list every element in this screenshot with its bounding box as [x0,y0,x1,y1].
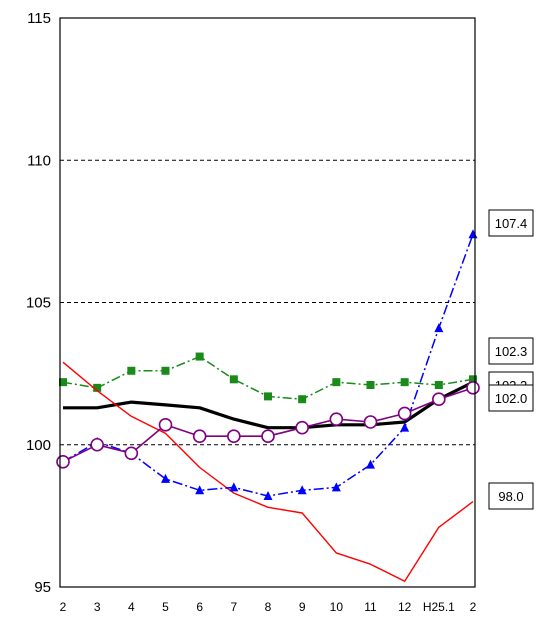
x-tick-label: 2 [60,600,67,614]
data-point [90,437,104,452]
data-point [329,412,344,426]
end-value-label: 102.3 [488,337,534,365]
x-tick-label: 7 [230,600,237,614]
series-group [56,229,480,582]
data-point [332,378,341,387]
x-tick-label: 4 [128,600,135,614]
data-point [469,375,477,384]
data-point [158,418,173,432]
data-point [297,485,307,495]
y-tick-label: 95 [34,579,51,596]
data-point [229,482,239,492]
data-point [434,323,444,333]
data-point [192,429,207,444]
data-point [229,375,238,384]
end-value-box [488,337,534,365]
data-point [434,381,443,390]
data-point [161,366,170,375]
data-point [261,429,275,444]
data-point [432,392,446,407]
plot-area-frame [59,17,476,588]
data-point [468,229,478,239]
x-tick-label: 10 [330,600,344,614]
x-tick-label: 8 [265,600,272,614]
end-value-text: 107.4 [495,216,528,231]
data-point [264,392,272,401]
data-point [366,381,375,390]
end-value-label: 102.0 [488,384,534,412]
end-value-text: 102.0 [495,391,528,406]
end-value-label: 107.4 [488,209,534,237]
x-tick-label: 5 [162,600,169,614]
data-point [127,366,136,375]
data-point [93,383,102,392]
x-tick-label: 6 [196,600,203,614]
x-tick-label: 9 [299,600,306,614]
data-point [331,482,341,492]
data-point [195,352,204,361]
end-value-text: 102.3 [495,344,528,359]
data-point [195,485,205,495]
data-point [124,446,139,461]
y-tick-label: 115 [27,10,51,27]
data-point [295,420,309,435]
series-line [62,233,474,497]
data-point [466,381,480,395]
series-purple-circle [56,381,480,469]
data-point [227,429,241,444]
y-tick-label: 110 [27,152,51,169]
data-point [400,422,410,432]
y-tick-labels: 95 100 105 110 115 [26,10,51,596]
end-value-box [488,482,534,510]
data-point [400,378,409,387]
x-tick-labels: 2 3 4 5 6 7 8 9 10 11 12 H25.1 2 [60,600,477,614]
data-point [161,473,170,483]
data-point [263,490,273,500]
x-tick-label: 12 [398,600,412,614]
end-value-box [488,209,534,237]
series-line [63,380,474,430]
series-black-thick [63,380,474,430]
series-blue-dashdot-triangle [58,229,478,500]
grid-lines [60,159,475,446]
series-line [62,361,474,582]
data-point [366,459,375,469]
end-value-label: 98.0 [488,482,534,510]
data-point [397,406,412,421]
end-value-box [488,384,534,412]
data-point [56,455,70,469]
data-point [298,395,307,404]
y-tick-label: 105 [26,295,51,312]
data-point [363,415,378,429]
end-value-text: 98.0 [498,489,523,504]
x-tick-label: 11 [364,600,377,614]
series-red-line [62,361,474,582]
x-tick-label: H25.1 [423,600,455,614]
series-green-dashdot-square [59,352,477,404]
x-tick-label: 2 [470,600,477,614]
y-tick-label: 100 [26,437,51,454]
x-tick-label: 3 [94,600,101,614]
data-point [59,378,67,387]
